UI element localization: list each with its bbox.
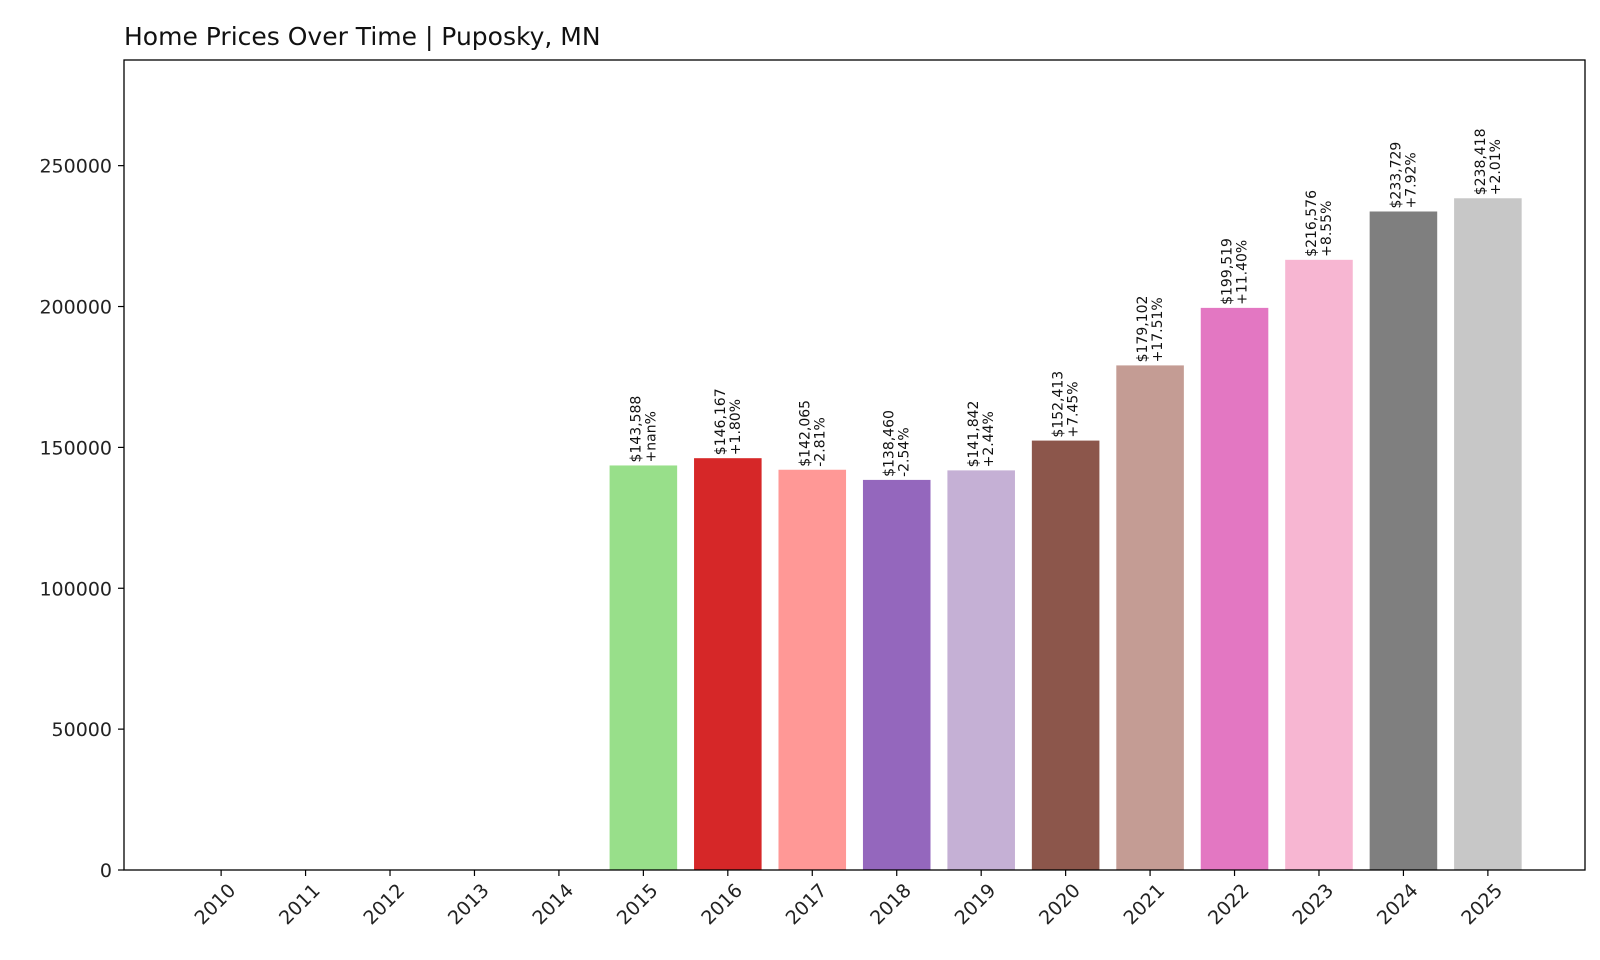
bar-2021 xyxy=(1116,365,1184,870)
bar-2023 xyxy=(1285,259,1353,870)
bar-label-2021: $179,102+17.51% xyxy=(1135,296,1166,363)
bar-labels-layer: $143,588+nan% $146,167+1.80% $142,065-2.81… xyxy=(628,128,1504,476)
x-tick-label-2019: 2019 xyxy=(951,880,1001,930)
bar-change-label: +2.44% xyxy=(981,411,997,467)
x-tick-label-2023: 2023 xyxy=(1288,880,1338,930)
x-tick-label-2021: 2021 xyxy=(1119,880,1169,930)
bar-value-label: $233,729 xyxy=(1388,142,1404,209)
bar-change-label: +2.01% xyxy=(1488,139,1504,195)
bar-value-label: $146,167 xyxy=(713,388,729,455)
x-tick-label-2011: 2011 xyxy=(275,880,325,930)
plot-frame xyxy=(123,59,1586,871)
bar-value-label: $216,576 xyxy=(1304,190,1320,257)
bar-label-2016: $146,167+1.80% xyxy=(713,388,744,455)
bar-label-2018: $138,460-2.54% xyxy=(882,410,913,477)
bar-2020 xyxy=(1031,440,1100,870)
x-tick-label-2012: 2012 xyxy=(359,880,409,930)
x-tick-label-2016: 2016 xyxy=(697,880,747,930)
bar-2019 xyxy=(947,470,1015,870)
bar-label-2017: $142,065-2.81% xyxy=(797,400,828,467)
bar-change-label: +17.51% xyxy=(1150,297,1166,362)
bar-value-label: $179,102 xyxy=(1135,296,1151,363)
bar-change-label: +7.92% xyxy=(1403,152,1419,208)
bar-change-label: -2.54% xyxy=(897,427,913,477)
x-tick-label-2022: 2022 xyxy=(1204,880,1254,930)
bar-value-label: $199,519 xyxy=(1220,238,1236,305)
y-axis: 0 50000 100000 150000 200000 250000 xyxy=(39,156,124,882)
bar-change-label: +1.80% xyxy=(728,399,744,455)
bar-2016 xyxy=(694,458,762,870)
x-tick-label-2014: 2014 xyxy=(528,880,578,930)
bar-value-label: $141,842 xyxy=(966,401,982,468)
bar-2024 xyxy=(1369,211,1438,871)
bar-2022 xyxy=(1200,307,1269,870)
x-tick-label-2010: 2010 xyxy=(191,880,241,930)
bar-change-label: +8.55% xyxy=(1319,201,1335,257)
bar-2017 xyxy=(778,469,847,870)
bar-value-label: $142,065 xyxy=(797,400,813,467)
x-tick-label-2018: 2018 xyxy=(866,880,916,930)
x-tick-label-2013: 2013 xyxy=(444,880,494,930)
y-tick-label-0: 0 xyxy=(100,860,112,882)
x-tick-label-2020: 2020 xyxy=(1035,880,1085,930)
bar-value-label: $138,460 xyxy=(882,410,898,477)
y-tick-label-100000: 100000 xyxy=(39,578,112,600)
bar-label-2024: $233,729+7.92% xyxy=(1388,142,1419,209)
bar-2025 xyxy=(1454,198,1522,870)
bar-value-label: $143,588 xyxy=(628,396,644,463)
x-tick-label-2015: 2015 xyxy=(613,880,663,930)
bars-layer xyxy=(609,198,1522,871)
x-tick-label-2025: 2025 xyxy=(1457,880,1507,930)
x-tick-label-2017: 2017 xyxy=(782,880,832,930)
bar-label-2019: $141,842+2.44% xyxy=(966,401,997,468)
y-tick-label-50000: 50000 xyxy=(52,719,112,741)
bar-label-2025: $238,418+2.01% xyxy=(1473,128,1504,195)
chart-title: Home Prices Over Time | Puposky, MN xyxy=(124,22,601,51)
bar-change-label: +nan% xyxy=(643,411,659,462)
y-tick-label-250000: 250000 xyxy=(39,156,112,178)
bar-label-2015: $143,588+nan% xyxy=(628,396,659,463)
bar-2018 xyxy=(862,479,931,870)
bar-change-label: +7.45% xyxy=(1066,381,1082,437)
x-axis: 2010 2011 2012 2013 2014 2015 2016 2017 2018 2019… xyxy=(191,870,1507,930)
bar-label-2022: $199,519+11.40% xyxy=(1220,238,1251,305)
bar-label-2023: $216,576+8.55% xyxy=(1304,190,1335,257)
x-tick-label-2024: 2024 xyxy=(1373,880,1423,930)
bar-value-label: $152,413 xyxy=(1051,371,1067,438)
bar-2015 xyxy=(609,465,678,870)
bar-label-2020: $152,413+7.45% xyxy=(1051,371,1082,438)
y-tick-label-200000: 200000 xyxy=(39,297,112,319)
y-tick-label-150000: 150000 xyxy=(39,437,112,459)
bar-value-label: $238,418 xyxy=(1473,128,1489,195)
bar-change-label: +11.40% xyxy=(1235,240,1251,305)
bar-change-label: -2.81% xyxy=(812,417,828,467)
